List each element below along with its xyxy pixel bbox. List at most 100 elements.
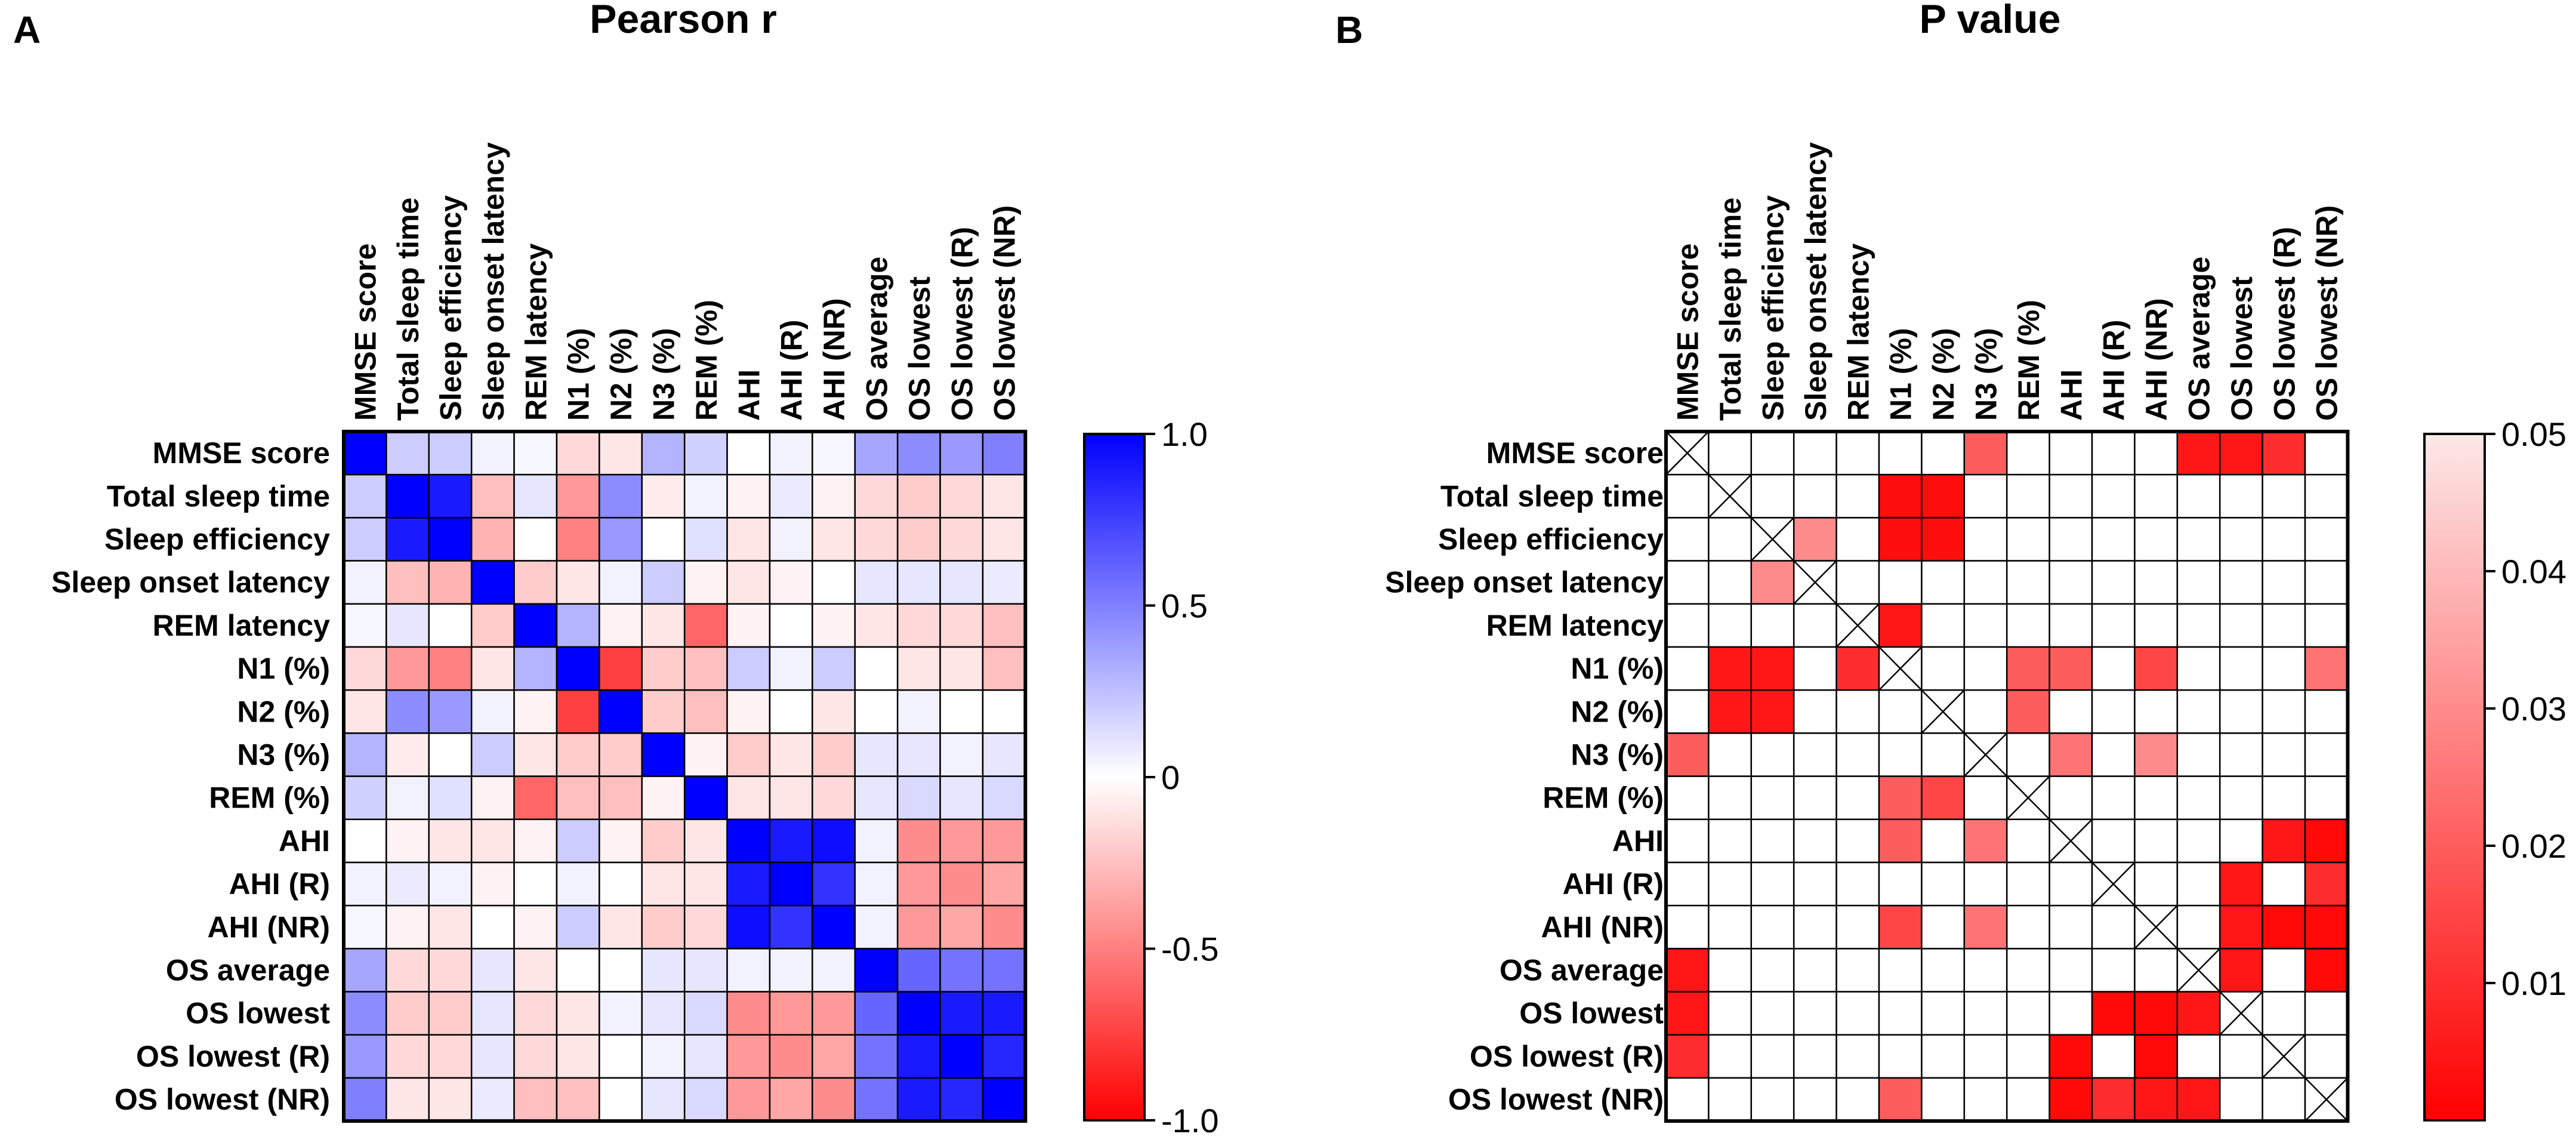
heatmap-cell [385,689,430,734]
heatmap-cell [812,732,856,777]
heatmap-cell [428,689,473,734]
heatmap-cell [939,646,984,691]
heatmap-cell [556,904,600,950]
heatmap-cell [683,732,728,777]
heatmap-cell [428,473,473,519]
heatmap-cell [428,818,473,864]
heatmap-cell [683,904,728,950]
heatmap-cell [1750,689,1795,734]
heatmap-cell [470,991,515,1036]
heatmap-cell [641,473,686,519]
colorbar-tick-label: 0.04 [2501,553,2566,590]
heatmap-cell [599,775,643,821]
heatmap-cell [2304,991,2349,1036]
column-label-total-sleep-time: Total sleep time [391,198,425,421]
column-label-os-lowest: OS lowest [2225,276,2259,421]
heatmap-cell [1793,948,1837,993]
heatmap-cell [939,861,984,907]
heatmap-cell [2091,904,2136,950]
heatmap-cell [1921,775,1966,821]
heatmap-cell [1878,904,1923,950]
heatmap-cell [726,948,771,993]
heatmap-cell [2304,560,2349,605]
heatmap-cell [939,1034,984,1079]
heatmap-cell [854,560,899,605]
heatmap-cell [854,1034,899,1079]
heatmap-cell [1750,775,1795,821]
heatmap-cell [343,948,387,993]
heatmap-cell [1665,948,1710,993]
heatmap-cell [1921,603,1966,648]
heatmap-cell [2176,904,2221,950]
heatmap-cell [2134,991,2179,1036]
heatmap-cell [2304,689,2349,734]
heatmap-cell [982,775,1026,821]
row-label-sleep-efficiency: Sleep efficiency [1438,523,1664,556]
heatmap-cell [1835,1034,1880,1079]
heatmap-cell [428,1034,473,1079]
heatmap-cell [556,1077,600,1122]
heatmap-cell [2006,603,2050,648]
diagonal-cross-mark [1793,560,1837,605]
heatmap-cell [1708,517,1753,562]
heatmap-cell [1963,1034,2008,1079]
heatmap-cell [385,948,430,993]
heatmap-cell [2006,473,2050,519]
heatmap-cell [2134,775,2179,821]
heatmap-cell [470,1034,515,1079]
heatmap-cell [1835,517,1880,562]
heatmap-cell [2049,517,2093,562]
heatmap-cell [513,732,558,777]
heatmap-cell [428,646,473,691]
heatmap-cell [470,603,515,648]
heatmap-cell [385,861,430,907]
heatmap-cell [1665,1034,1710,1079]
heatmap-cell [1708,775,1753,821]
diagonal-cross-mark [1708,474,1752,519]
heatmap-cell [343,1077,387,1122]
heatmap-cell [513,1077,558,1122]
heatmap-cell [1665,861,1710,907]
row-label-mmse-score: MMSE score [153,436,330,470]
diagonal-cross-mark [2176,948,2221,993]
heatmap-cell [1921,1077,1966,1122]
heatmap-cell [1665,603,1710,648]
heatmap-cell [1878,689,1923,734]
heatmap-cell [2049,560,2093,605]
heatmap-cell [470,689,515,734]
heatmap-cell [2006,904,2050,950]
heatmap-cell [896,646,941,691]
heatmap-cell [385,560,430,605]
heatmap-cell [726,603,771,648]
row-label-sleep-onset-latency: Sleep onset latency [1385,566,1664,599]
heatmap-cell [1963,775,2008,821]
heatmap-cell [343,689,387,734]
heatmap-cell [343,517,387,562]
heatmap-cell [939,603,984,648]
heatmap-frame [342,430,1028,1123]
heatmap-cell [854,689,899,734]
heatmap-cell [683,689,728,734]
heatmap-cell [599,473,643,519]
row-label-os-average: OS average [166,954,330,987]
heatmap-cell [428,948,473,993]
heatmap-cell [470,861,515,907]
colorbar-tick-label: 0 [1161,759,1180,796]
column-label-os-lowest-r: OS lowest (R) [2268,227,2301,421]
column-label-ahi: AHI [2054,369,2088,421]
heatmap-cell [1921,861,1966,907]
colorbar-tick-label: 1.0 [1161,415,1208,453]
heatmap-cell [2176,560,2221,605]
heatmap-cell [1921,473,1966,519]
heatmap-cell [1921,517,1966,562]
column-label-ahi-nr: AHI (NR) [817,298,851,421]
heatmap-cell [2006,517,2050,562]
heatmap-cell [2091,732,2136,777]
heatmap-cell [1878,948,1923,993]
row-label-ahi-r: AHI (R) [1563,867,1664,901]
heatmap-cell [2134,1034,2179,1079]
column-label-ahi: AHI [732,369,766,421]
heatmap-cell [2049,1077,2093,1122]
heatmap-cell [854,861,899,907]
heatmap-cell [1921,1034,1966,1079]
